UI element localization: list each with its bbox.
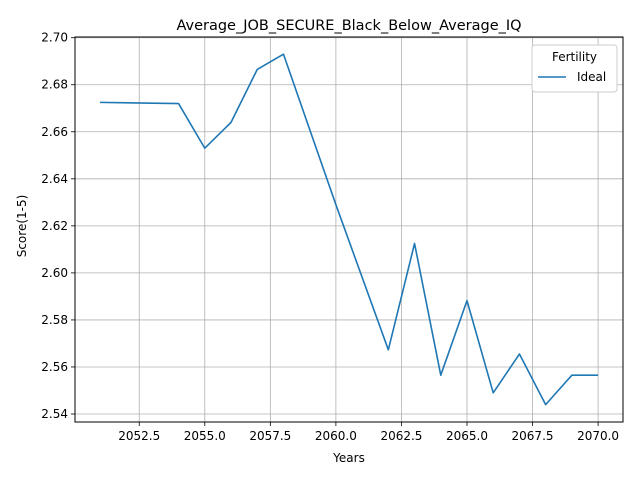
legend-title: Fertility — [552, 50, 597, 64]
x-tick-label: 2052.5 — [118, 429, 160, 443]
x-tick-label: 2065.0 — [446, 429, 488, 443]
x-tick-label: 2057.5 — [249, 429, 291, 443]
y-axis-label: Score(1-5) — [15, 195, 29, 258]
y-tick-label: 2.70 — [41, 31, 68, 45]
y-axis: 2.54 2.56 2.58 2.60 2.62 2.64 2.66 2.68 2.70 — [41, 31, 75, 421]
x-tick-label: 2062.5 — [380, 429, 422, 443]
x-tick-label: 2060.0 — [315, 429, 357, 443]
plot-frame — [74, 36, 624, 423]
legend-label-ideal: Ideal — [577, 70, 606, 84]
chart-title: Average_JOB_SECURE_Black_Below_Average_I… — [176, 18, 521, 34]
series-lines — [99, 53, 599, 406]
y-tick-label: 2.56 — [41, 360, 68, 374]
y-tick-label: 2.58 — [41, 313, 68, 327]
x-axis-label: Years — [332, 451, 365, 465]
y-tick-label: 2.66 — [41, 125, 68, 139]
y-tick-label: 2.68 — [41, 78, 68, 92]
y-tick-label: 2.64 — [41, 172, 68, 186]
legend: Fertility Ideal — [531, 44, 618, 93]
x-axis: 2052.5 2055.0 2057.5 2060.0 2062.5 2065.0 2067… — [118, 422, 619, 443]
y-tick-label: 2.54 — [41, 407, 68, 421]
grid-lines — [75, 37, 623, 422]
x-tick-label: 2055.0 — [184, 429, 226, 443]
x-tick-label: 2067.5 — [512, 429, 554, 443]
x-tick-label: 2070.0 — [577, 429, 619, 443]
y-tick-label: 2.60 — [41, 266, 68, 280]
y-tick-label: 2.62 — [41, 219, 68, 233]
legend-box — [531, 44, 618, 93]
series-line-ideal — [99, 53, 599, 406]
